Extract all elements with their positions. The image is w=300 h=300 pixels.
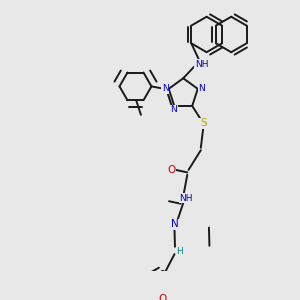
Text: NH: NH bbox=[179, 194, 193, 203]
Text: O: O bbox=[167, 165, 176, 175]
Text: S: S bbox=[200, 118, 207, 128]
Text: N: N bbox=[198, 84, 205, 93]
Text: N: N bbox=[170, 105, 177, 114]
Text: N: N bbox=[171, 219, 179, 229]
Text: O: O bbox=[159, 294, 167, 300]
Text: H: H bbox=[176, 247, 183, 256]
Text: N: N bbox=[162, 84, 168, 93]
Text: NH: NH bbox=[195, 59, 208, 68]
